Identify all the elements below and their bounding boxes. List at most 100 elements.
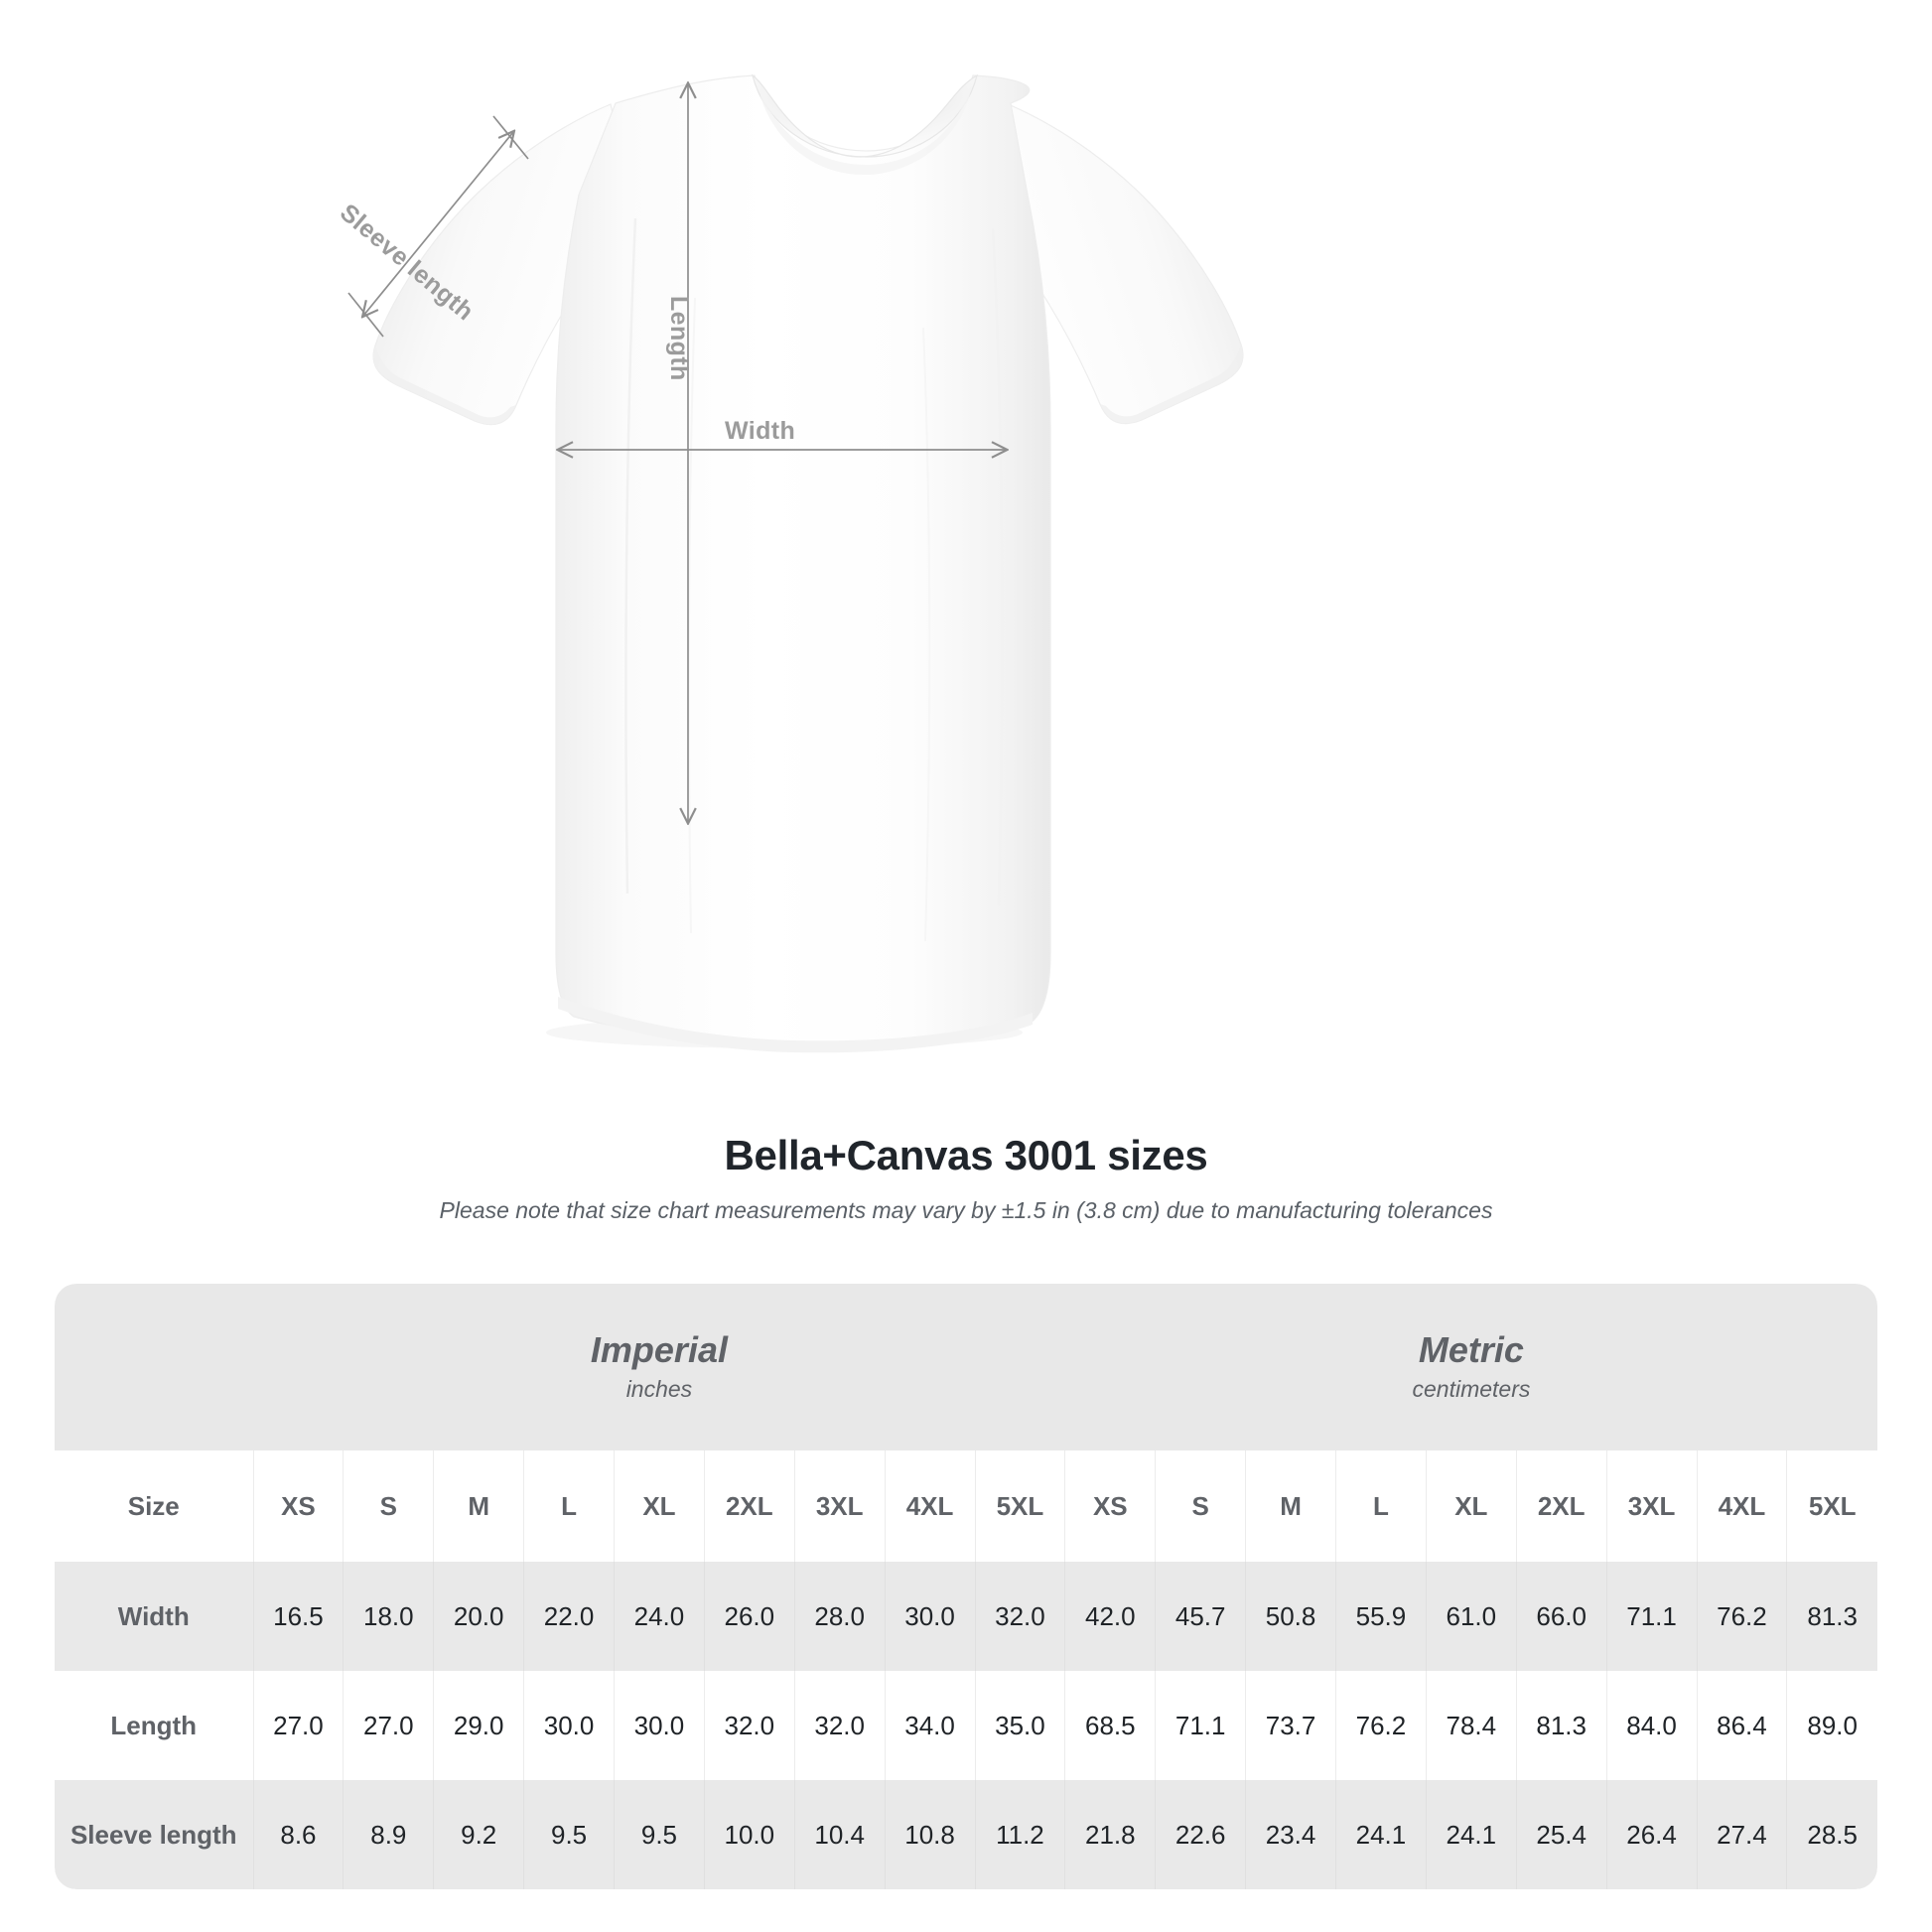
cell-width-xs-metric: 42.0 [1064, 1562, 1156, 1671]
cell-length-4xl-imperial: 34.0 [884, 1671, 975, 1780]
unit-group-unit: inches [625, 1376, 693, 1403]
cell-length-4xl-metric: 86.4 [1696, 1671, 1787, 1780]
column-header-l-metric: L [1335, 1450, 1427, 1562]
row-header-width: Width [55, 1562, 253, 1671]
cell-width-3xl-metric: 71.1 [1605, 1562, 1697, 1671]
column-header-s-imperial: S [343, 1450, 434, 1562]
sleeve-tick-top [492, 115, 529, 160]
cell-length-5xl-metric: 89.0 [1786, 1671, 1877, 1780]
cell-length-m-metric: 73.7 [1245, 1671, 1336, 1780]
cell-sleeve-length-5xl-imperial: 11.2 [974, 1780, 1065, 1889]
cell-length-l-metric: 76.2 [1335, 1671, 1427, 1780]
column-header-m-metric: M [1245, 1450, 1336, 1562]
sleeve-guide-line [363, 132, 513, 316]
row-header-length: Length [55, 1671, 253, 1780]
cell-width-m-metric: 50.8 [1245, 1562, 1336, 1671]
column-header-xl-imperial: XL [614, 1450, 705, 1562]
cell-length-s-metric: 71.1 [1155, 1671, 1246, 1780]
cell-width-xs-imperial: 16.5 [252, 1562, 344, 1671]
page-title: Bella+Canvas 3001 sizes [724, 1132, 1208, 1178]
cell-sleeve-length-3xl-imperial: 10.4 [793, 1780, 886, 1889]
cell-width-xl-imperial: 24.0 [614, 1562, 705, 1671]
cell-sleeve-length-m-metric: 23.4 [1245, 1780, 1336, 1889]
size-chart-table-container: Imperial inches Metric centimeters Size XS S M L… [55, 1284, 1877, 1889]
table-row: Sleeve length 8.6 8.9 9.2 9.5 9.5 10.0 10.4 10.8… [55, 1780, 1877, 1889]
cell-width-s-imperial: 18.0 [343, 1562, 434, 1671]
column-header-xs-imperial: XS [252, 1450, 344, 1562]
cell-length-2xl-metric: 81.3 [1515, 1671, 1607, 1780]
cell-sleeve-length-m-imperial: 9.2 [433, 1780, 524, 1889]
cell-sleeve-length-xl-metric: 24.1 [1425, 1780, 1517, 1889]
column-header-5xl-imperial: 5XL [974, 1450, 1065, 1562]
cell-width-m-imperial: 20.0 [433, 1562, 524, 1671]
column-header-xl-metric: XL [1425, 1450, 1517, 1562]
cell-width-4xl-imperial: 30.0 [884, 1562, 975, 1671]
row-header-size: Size [55, 1450, 253, 1562]
cell-width-xl-metric: 61.0 [1425, 1562, 1517, 1671]
column-header-3xl-imperial: 3XL [793, 1450, 886, 1562]
column-header-2xl-metric: 2XL [1515, 1450, 1607, 1562]
cell-sleeve-length-s-imperial: 8.9 [343, 1780, 434, 1889]
measurement-guides [347, 84, 1006, 822]
cell-length-m-imperial: 29.0 [433, 1671, 524, 1780]
cell-width-3xl-imperial: 28.0 [793, 1562, 886, 1671]
sleeve-tick-bottom [347, 292, 384, 338]
column-header-s-metric: S [1155, 1450, 1246, 1562]
unit-group-metric: Metric centimeters [1064, 1284, 1877, 1450]
cell-length-5xl-imperial: 35.0 [974, 1671, 1065, 1780]
unit-group-name: Imperial [590, 1328, 728, 1370]
cell-length-2xl-imperial: 32.0 [703, 1671, 795, 1780]
cell-width-5xl-imperial: 32.0 [974, 1562, 1065, 1671]
cell-sleeve-length-l-metric: 24.1 [1335, 1780, 1427, 1889]
unit-group-imperial: Imperial inches [253, 1284, 1065, 1450]
cell-sleeve-length-4xl-imperial: 10.8 [884, 1780, 975, 1889]
cell-length-l-imperial: 30.0 [523, 1671, 615, 1780]
cell-sleeve-length-4xl-metric: 27.4 [1696, 1780, 1787, 1889]
chart-caption: Bella+Canvas 3001 sizes Please note that… [0, 1132, 1932, 1224]
cell-sleeve-length-xs-imperial: 8.6 [252, 1780, 344, 1889]
column-header-l-imperial: L [523, 1450, 615, 1562]
width-label: Width [725, 417, 796, 445]
cell-sleeve-length-2xl-metric: 25.4 [1515, 1780, 1607, 1889]
tshirt-illustration: Sleeve length Length Width [335, 73, 1244, 1053]
cell-sleeve-length-2xl-imperial: 10.0 [703, 1780, 795, 1889]
column-header-5xl-metric: 5XL [1786, 1450, 1877, 1562]
unit-group-name: Metric [1418, 1328, 1524, 1370]
table-row: Width 16.5 18.0 20.0 22.0 24.0 26.0 28.0 30.0 32.… [55, 1562, 1877, 1671]
cell-length-3xl-metric: 84.0 [1605, 1671, 1697, 1780]
cell-length-3xl-imperial: 32.0 [793, 1671, 886, 1780]
cell-length-xs-metric: 68.5 [1064, 1671, 1156, 1780]
unit-group-row: Imperial inches Metric centimeters [55, 1284, 1877, 1450]
cell-width-l-metric: 55.9 [1335, 1562, 1427, 1671]
cell-length-xl-imperial: 30.0 [614, 1671, 705, 1780]
cell-sleeve-length-xl-imperial: 9.5 [614, 1780, 705, 1889]
garment-shape [372, 73, 1244, 1053]
cell-sleeve-length-5xl-metric: 28.5 [1786, 1780, 1877, 1889]
column-header-xs-metric: XS [1064, 1450, 1156, 1562]
cell-width-2xl-metric: 66.0 [1515, 1562, 1607, 1671]
cell-sleeve-length-xs-metric: 21.8 [1064, 1780, 1156, 1889]
cell-length-xl-metric: 78.4 [1425, 1671, 1517, 1780]
cell-sleeve-length-s-metric: 22.6 [1155, 1780, 1246, 1889]
tshirt-graphic [347, 73, 1244, 1053]
cell-sleeve-length-l-imperial: 9.5 [523, 1780, 615, 1889]
row-header-sleeve-length: Sleeve length [55, 1780, 253, 1889]
column-header-2xl-imperial: 2XL [703, 1450, 795, 1562]
cell-width-2xl-imperial: 26.0 [703, 1562, 795, 1671]
column-header-4xl-imperial: 4XL [884, 1450, 975, 1562]
length-label: Length [665, 296, 693, 381]
cell-sleeve-length-3xl-metric: 26.4 [1605, 1780, 1697, 1889]
cell-length-s-imperial: 27.0 [343, 1671, 434, 1780]
table-row: Length 27.0 27.0 29.0 30.0 30.0 32.0 32.0 34.0 35… [55, 1671, 1877, 1780]
column-header-3xl-metric: 3XL [1605, 1450, 1697, 1562]
column-header-4xl-metric: 4XL [1696, 1450, 1787, 1562]
cell-width-5xl-metric: 81.3 [1786, 1562, 1877, 1671]
cell-width-4xl-metric: 76.2 [1696, 1562, 1787, 1671]
column-header-m-imperial: M [433, 1450, 524, 1562]
size-chart-table: Imperial inches Metric centimeters Size XS S M L… [55, 1284, 1877, 1889]
tolerance-note: Please note that size chart measurements… [439, 1197, 1493, 1223]
unit-row-corner [55, 1284, 253, 1450]
size-header-row: Size XS S M L XL 2XL 3XL 4XL 5XL XS S M L XL 2XL 3XL 4XL 5… [55, 1450, 1877, 1562]
cell-length-xs-imperial: 27.0 [252, 1671, 344, 1780]
unit-group-unit: centimeters [1412, 1376, 1531, 1403]
